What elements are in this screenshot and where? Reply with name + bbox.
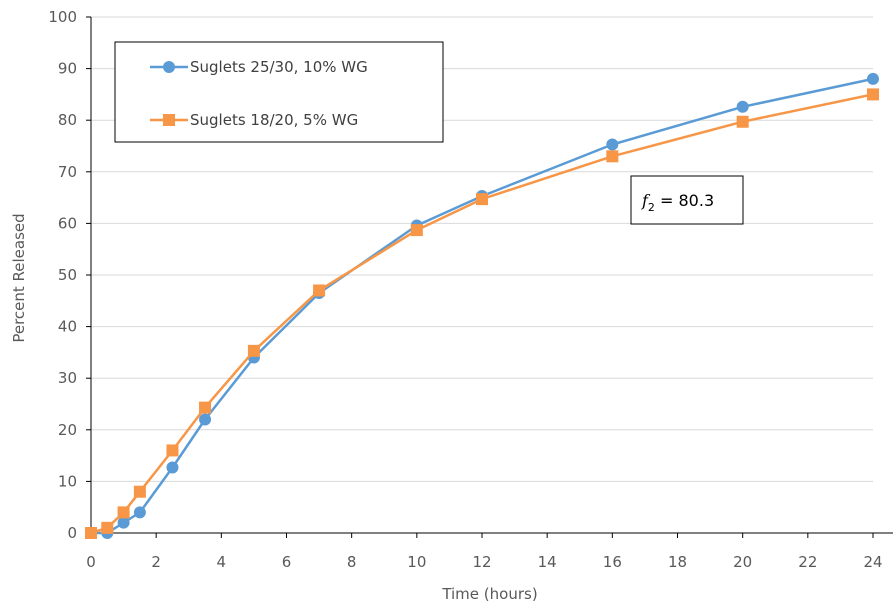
x-tick-label: 0 (86, 553, 96, 571)
annotation-box (630, 175, 744, 225)
series-layer (85, 72, 879, 539)
y-axis-title: Percent Released (10, 213, 28, 342)
x-tick-label: 2 (151, 553, 161, 571)
gridlines (91, 16, 873, 482)
series-2-point (133, 485, 146, 498)
series-1-point (867, 72, 879, 85)
series-1-point (606, 138, 619, 151)
legend-marker-series-1 (163, 61, 175, 73)
series-2-point (736, 115, 749, 128)
series-1-point (199, 413, 212, 426)
series-1-line (91, 77, 874, 535)
x-tick-label: 16 (603, 553, 622, 571)
series-1-point (117, 516, 130, 529)
series-2-point (166, 444, 179, 457)
x-tick-label: 24 (863, 553, 882, 571)
x-tick-label: 22 (798, 553, 817, 571)
y-tick-label: 90 (58, 60, 77, 78)
annotation-text: f2 = 80.3 (641, 191, 714, 214)
x-tick-label: 20 (733, 553, 752, 571)
y-tick-label: 40 (58, 318, 77, 336)
legend-marker-series-2 (163, 114, 175, 126)
series-2-point (476, 193, 488, 206)
series-1-point (166, 461, 179, 474)
series-2-line (90, 93, 874, 535)
x-tick-label: 12 (472, 553, 491, 571)
y-tick-label: 70 (58, 163, 77, 181)
series-2-point (313, 284, 326, 297)
annotation-symbol: f (641, 191, 651, 210)
y-tick-label: 80 (58, 111, 77, 129)
series-2-point (247, 344, 260, 357)
series-2-point (85, 527, 97, 539)
axes (86, 16, 893, 538)
series-1-point (133, 506, 146, 519)
y-tick-label: 30 (58, 369, 77, 387)
series-2 (85, 88, 879, 539)
x-tick-label: 8 (347, 553, 357, 571)
series-1-point (736, 100, 749, 113)
x-tick-label: 10 (407, 553, 426, 571)
legend: Suglets 25/30, 10% WG Suglets 18/20, 5% … (114, 41, 444, 143)
y-tick-label: 100 (48, 8, 77, 26)
annotation-subscript: 2 (648, 201, 655, 214)
series-2-point (199, 401, 212, 414)
y-tick-label: 50 (58, 266, 77, 284)
legend-label-series-1: Suglets 25/30, 10% WG (190, 58, 368, 76)
x-tick-label: 4 (217, 553, 227, 571)
y-tick-label: 0 (67, 524, 77, 542)
f2-annotation: f2 = 80.3 (630, 175, 744, 225)
series-1 (85, 72, 879, 539)
series-2-point (410, 224, 423, 237)
x-tick-label: 6 (282, 553, 292, 571)
x-tick-label: 18 (668, 553, 687, 571)
legend-label-series-2: Suglets 18/20, 5% WG (190, 111, 358, 129)
x-axis-title: Time (hours) (441, 585, 537, 603)
y-tick-label: 20 (58, 421, 77, 439)
y-tick-label: 60 (58, 214, 77, 232)
series-2-point (606, 150, 619, 163)
series-2-point (101, 521, 114, 534)
series-2-point (117, 506, 130, 519)
x-tick-label: 14 (538, 553, 557, 571)
series-2-point (867, 88, 879, 101)
y-tick-label: 10 (58, 472, 77, 490)
annotation-value: = 80.3 (655, 191, 714, 210)
